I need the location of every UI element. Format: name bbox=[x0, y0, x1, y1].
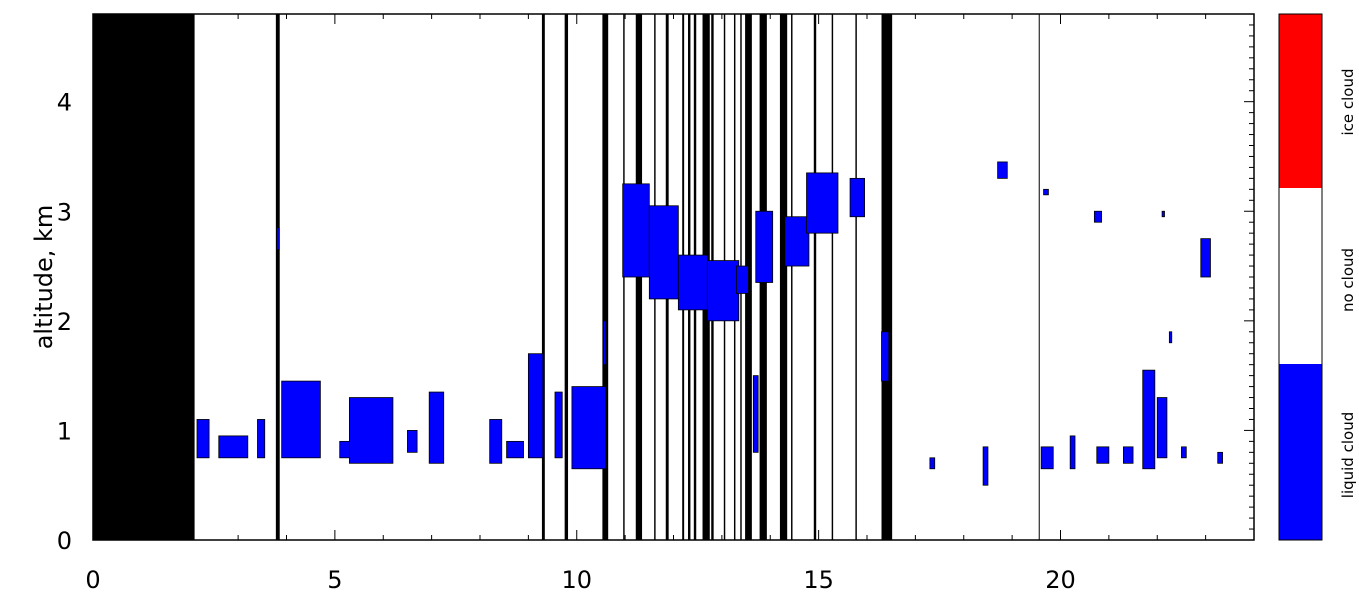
liquid-cloud-patch bbox=[648, 205, 679, 300]
no-data-column bbox=[1038, 14, 1040, 540]
liquid-cloud-patch bbox=[1181, 446, 1187, 459]
liquid-cloud-patch bbox=[218, 435, 249, 459]
liquid-cloud-patch bbox=[677, 254, 708, 311]
liquid-cloud-patch bbox=[1043, 188, 1049, 196]
colorbar-frame bbox=[1278, 13, 1323, 541]
liquid-cloud-patch bbox=[276, 227, 280, 251]
liquid-cloud-patch bbox=[982, 446, 989, 486]
y-tick-label: 2 bbox=[57, 308, 72, 336]
colorbar-label-no-cloud: no cloud bbox=[1339, 248, 1357, 312]
liquid-cloud-patch bbox=[849, 177, 865, 218]
no-data-column bbox=[275, 14, 280, 540]
colorbar: liquid cloud no cloud ice cloud bbox=[1278, 13, 1357, 541]
liquid-cloud-patch bbox=[281, 380, 321, 459]
y-tick-labels: 0 1 2 3 4 bbox=[57, 89, 72, 555]
liquid-cloud-patch bbox=[527, 353, 544, 459]
liquid-cloud-patch bbox=[881, 331, 890, 382]
colorbar-label-liquid-cloud: liquid cloud bbox=[1339, 412, 1357, 498]
liquid-cloud-patch bbox=[196, 419, 210, 459]
liquid-cloud-patch bbox=[489, 419, 503, 464]
liquid-cloud-patch bbox=[407, 430, 418, 453]
axis-ticks bbox=[92, 13, 1255, 541]
plot-area: 0 5 10 15 20 0 1 2 3 4 altitude, km bbox=[30, 13, 1255, 594]
liquid-cloud-patch bbox=[929, 457, 936, 470]
liquid-cloud-patch bbox=[506, 440, 524, 459]
liquid-cloud-patch bbox=[571, 386, 607, 470]
y-axis-title: altitude, km bbox=[30, 205, 58, 350]
liquid-cloud-patch bbox=[1156, 397, 1168, 459]
liquid-cloud-patch bbox=[1096, 446, 1110, 464]
x-tick-label: 0 bbox=[85, 566, 100, 594]
liquid-cloud-patch bbox=[257, 419, 266, 459]
liquid-cloud-patch bbox=[428, 391, 445, 464]
no-data-column bbox=[602, 14, 609, 540]
liquid-cloud-patch bbox=[1069, 435, 1076, 470]
liquid-cloud-patch bbox=[602, 320, 607, 366]
no-data-column bbox=[541, 14, 545, 540]
colorbar-no-cloud bbox=[1279, 188, 1322, 364]
colorbar-ice-cloud bbox=[1279, 14, 1322, 188]
x-tick-label: 10 bbox=[561, 566, 592, 594]
no-data-column bbox=[564, 14, 569, 540]
no-data-column bbox=[779, 14, 788, 540]
no-data-column bbox=[93, 14, 195, 540]
liquid-cloud-patch bbox=[997, 161, 1008, 179]
y-tick-label: 0 bbox=[57, 527, 72, 555]
liquid-cloud-patch bbox=[1217, 451, 1223, 464]
liquid-cloud-patch bbox=[1122, 446, 1134, 464]
liquid-cloud-patch bbox=[735, 265, 749, 294]
liquid-cloud-patch bbox=[1040, 446, 1054, 470]
y-tick-label: 4 bbox=[57, 89, 72, 117]
liquid-cloud-patch bbox=[806, 172, 839, 234]
liquid-cloud-patch bbox=[1200, 238, 1211, 278]
liquid-cloud-patch bbox=[784, 216, 810, 267]
no-data-column bbox=[881, 14, 893, 540]
liquid-cloud-patches bbox=[196, 161, 1223, 486]
x-tick-label: 20 bbox=[1045, 566, 1076, 594]
y-tick-label: 3 bbox=[57, 198, 72, 226]
liquid-cloud-patch bbox=[755, 210, 774, 283]
liquid-cloud-patch bbox=[622, 183, 650, 278]
colorbar-label-ice-cloud: ice cloud bbox=[1339, 68, 1357, 135]
no-data-column bbox=[855, 14, 857, 540]
no-data-column bbox=[813, 14, 817, 540]
liquid-cloud-patch bbox=[348, 397, 394, 464]
x-tick-labels: 0 5 10 15 20 bbox=[85, 566, 1075, 594]
liquid-cloud-patch bbox=[1142, 369, 1156, 470]
liquid-cloud-patch bbox=[706, 260, 740, 322]
liquid-cloud-patch bbox=[1093, 210, 1103, 223]
x-tick-label: 15 bbox=[803, 566, 834, 594]
liquid-cloud-patch bbox=[554, 391, 563, 459]
y-tick-label: 1 bbox=[57, 417, 72, 445]
x-tick-label: 5 bbox=[327, 566, 342, 594]
no-data-column bbox=[831, 14, 834, 540]
liquid-cloud-patch bbox=[752, 375, 759, 453]
liquid-cloud-patch bbox=[1161, 210, 1165, 218]
liquid-cloud-patch bbox=[1168, 331, 1173, 344]
colorbar-liquid-cloud bbox=[1279, 364, 1322, 540]
no-data-column bbox=[791, 14, 793, 540]
